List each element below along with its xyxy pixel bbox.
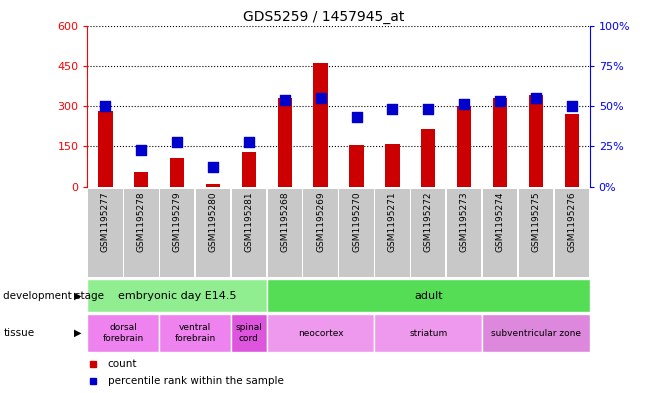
Text: subventricular zone: subventricular zone — [491, 329, 581, 338]
Text: GSM1195272: GSM1195272 — [424, 191, 433, 252]
Text: count: count — [108, 358, 137, 369]
Bar — [160, 189, 194, 277]
Text: development stage: development stage — [3, 291, 104, 301]
Text: tissue: tissue — [3, 328, 34, 338]
Bar — [375, 189, 410, 277]
Bar — [529, 95, 543, 187]
Bar — [124, 189, 159, 277]
Bar — [447, 189, 481, 277]
Bar — [493, 98, 507, 187]
Text: ▶: ▶ — [74, 328, 82, 338]
Bar — [314, 63, 328, 187]
Bar — [267, 279, 590, 312]
Bar — [482, 314, 590, 352]
Text: GSM1195280: GSM1195280 — [209, 191, 218, 252]
Text: percentile rank within the sample: percentile rank within the sample — [108, 376, 283, 386]
Bar — [88, 189, 122, 277]
Bar — [87, 314, 159, 352]
Text: ventral
forebrain: ventral forebrain — [174, 323, 216, 343]
Point — [566, 103, 577, 109]
Text: striatum: striatum — [409, 329, 447, 338]
Bar — [206, 184, 220, 187]
Bar — [277, 98, 292, 187]
Point — [279, 97, 290, 103]
Bar — [242, 152, 256, 187]
Text: GSM1195278: GSM1195278 — [137, 191, 146, 252]
Text: GSM1195273: GSM1195273 — [459, 191, 469, 252]
Text: ▶: ▶ — [74, 291, 82, 301]
Bar — [134, 172, 148, 187]
Point — [172, 138, 182, 145]
Bar — [375, 314, 482, 352]
Point — [244, 138, 254, 145]
Bar — [267, 314, 375, 352]
Text: neocortex: neocortex — [298, 329, 343, 338]
Text: GSM1195281: GSM1195281 — [244, 191, 253, 252]
Bar — [268, 189, 302, 277]
Point — [208, 164, 218, 171]
Bar — [98, 112, 113, 187]
Bar — [518, 189, 553, 277]
Point — [351, 114, 362, 121]
Bar — [411, 189, 445, 277]
Text: GSM1195275: GSM1195275 — [531, 191, 540, 252]
Text: embryonic day E14.5: embryonic day E14.5 — [118, 291, 237, 301]
Text: GSM1195271: GSM1195271 — [388, 191, 397, 252]
Bar — [87, 279, 267, 312]
Bar — [231, 314, 267, 352]
Text: GSM1195274: GSM1195274 — [496, 191, 505, 252]
Bar — [564, 114, 579, 187]
Text: dorsal
forebrain: dorsal forebrain — [103, 323, 144, 343]
Bar — [349, 145, 364, 187]
Text: GSM1195270: GSM1195270 — [352, 191, 361, 252]
Text: GSM1195269: GSM1195269 — [316, 191, 325, 252]
Bar — [555, 189, 589, 277]
Point — [531, 95, 541, 101]
Text: adult: adult — [414, 291, 443, 301]
Point — [459, 101, 469, 108]
Point — [423, 106, 434, 112]
Point — [100, 103, 111, 109]
Bar — [159, 314, 231, 352]
Point — [316, 95, 326, 101]
Text: GSM1195276: GSM1195276 — [567, 191, 576, 252]
Bar — [303, 189, 338, 277]
Point — [136, 147, 146, 153]
Point — [495, 98, 505, 105]
Bar — [340, 189, 374, 277]
Bar — [421, 129, 435, 187]
Bar — [483, 189, 517, 277]
Bar — [232, 189, 266, 277]
Text: GSM1195268: GSM1195268 — [281, 191, 289, 252]
Bar — [196, 189, 230, 277]
Bar — [385, 144, 400, 187]
Bar — [170, 158, 184, 187]
Text: GDS5259 / 1457945_at: GDS5259 / 1457945_at — [243, 10, 405, 24]
Text: spinal
cord: spinal cord — [235, 323, 262, 343]
Text: GSM1195279: GSM1195279 — [172, 191, 181, 252]
Point — [388, 106, 398, 112]
Text: GSM1195277: GSM1195277 — [101, 191, 110, 252]
Bar — [457, 106, 471, 187]
